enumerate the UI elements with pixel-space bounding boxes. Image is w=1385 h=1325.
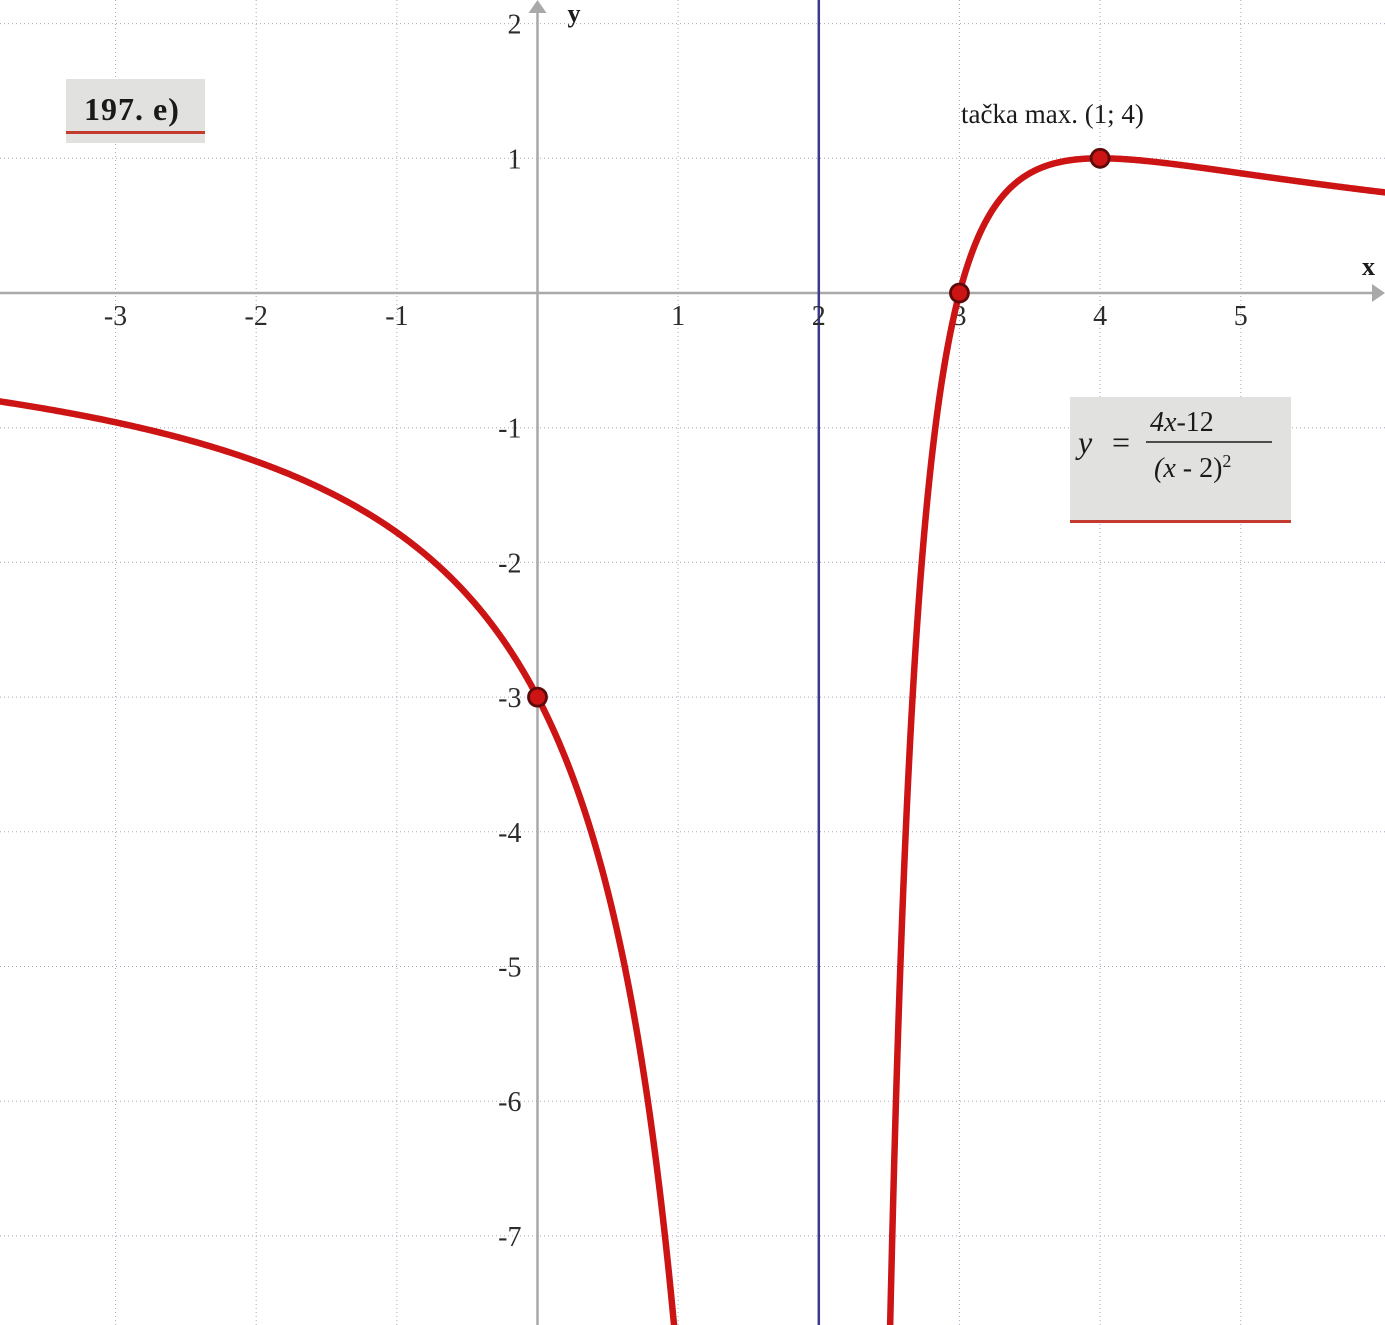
- svg-text:=: =: [1112, 424, 1130, 460]
- svg-text:1: 1: [508, 144, 522, 175]
- svg-text:-2: -2: [498, 548, 521, 579]
- svg-text:4x-12: 4x-12: [1150, 407, 1214, 438]
- svg-text:2: 2: [812, 301, 826, 332]
- svg-text:-7: -7: [498, 1222, 521, 1253]
- svg-text:-1: -1: [385, 301, 408, 332]
- svg-text:4: 4: [1093, 301, 1107, 332]
- svg-text:y: y: [568, 0, 581, 28]
- svg-text:1: 1: [671, 301, 685, 332]
- svg-text:5: 5: [1234, 301, 1248, 332]
- svg-text:2: 2: [508, 10, 522, 41]
- svg-text:(x - 2)2: (x - 2)2: [1154, 451, 1231, 484]
- svg-text:-1: -1: [498, 414, 521, 445]
- svg-text:-2: -2: [245, 301, 268, 332]
- svg-text:-3: -3: [498, 683, 521, 714]
- svg-text:-5: -5: [498, 953, 521, 984]
- svg-text:tačka max. (1; 4): tačka max. (1; 4): [961, 99, 1144, 129]
- svg-text:-6: -6: [498, 1087, 521, 1118]
- svg-text:x: x: [1362, 252, 1375, 281]
- svg-text:y: y: [1075, 424, 1093, 460]
- svg-text:-4: -4: [498, 818, 521, 849]
- svg-text:-3: -3: [104, 301, 127, 332]
